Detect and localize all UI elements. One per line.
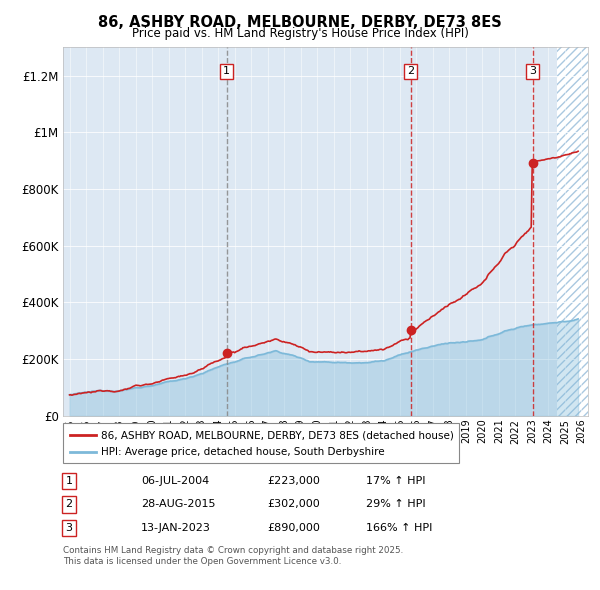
Bar — [557, 47, 588, 416]
Text: 2: 2 — [65, 500, 73, 509]
Text: This data is licensed under the Open Government Licence v3.0.: This data is licensed under the Open Gov… — [63, 558, 341, 566]
Text: 17% ↑ HPI: 17% ↑ HPI — [366, 476, 425, 486]
Text: 29% ↑ HPI: 29% ↑ HPI — [366, 500, 425, 509]
Text: £302,000: £302,000 — [267, 500, 320, 509]
Text: 86, ASHBY ROAD, MELBOURNE, DERBY, DE73 8ES (detached house): 86, ASHBY ROAD, MELBOURNE, DERBY, DE73 8… — [101, 430, 454, 440]
Text: 3: 3 — [529, 66, 536, 76]
Text: Price paid vs. HM Land Registry's House Price Index (HPI): Price paid vs. HM Land Registry's House … — [131, 27, 469, 40]
Text: 13-JAN-2023: 13-JAN-2023 — [141, 523, 211, 533]
Text: 1: 1 — [65, 476, 73, 486]
Text: HPI: Average price, detached house, South Derbyshire: HPI: Average price, detached house, Sout… — [101, 447, 385, 457]
Text: £890,000: £890,000 — [267, 523, 320, 533]
Text: 1: 1 — [223, 66, 230, 76]
Text: 166% ↑ HPI: 166% ↑ HPI — [366, 523, 433, 533]
Text: 2: 2 — [407, 66, 414, 76]
Text: £223,000: £223,000 — [267, 476, 320, 486]
Text: 86, ASHBY ROAD, MELBOURNE, DERBY, DE73 8ES: 86, ASHBY ROAD, MELBOURNE, DERBY, DE73 8… — [98, 15, 502, 30]
Text: Contains HM Land Registry data © Crown copyright and database right 2025.: Contains HM Land Registry data © Crown c… — [63, 546, 403, 555]
Text: 28-AUG-2015: 28-AUG-2015 — [141, 500, 215, 509]
Text: 3: 3 — [65, 523, 73, 533]
Text: 06-JUL-2004: 06-JUL-2004 — [141, 476, 209, 486]
